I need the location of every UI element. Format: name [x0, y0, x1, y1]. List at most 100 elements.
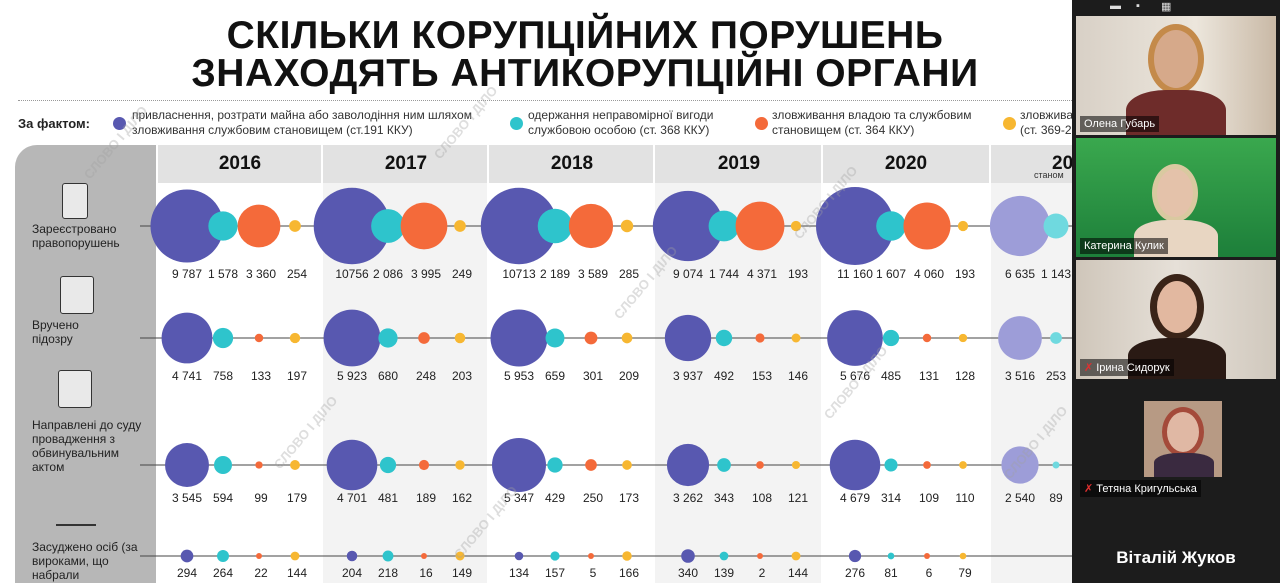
value-label: 3 516 — [1005, 369, 1035, 383]
bubble-2018-s2 — [584, 331, 598, 345]
bubble-2016-s2 — [256, 553, 262, 559]
legend-dot-191 — [113, 117, 126, 130]
value-label: 481 — [378, 491, 398, 505]
value-label: 204 — [342, 566, 362, 580]
bubble-2020-s2 — [923, 461, 931, 469]
bubble-2020-s2 — [924, 553, 930, 559]
bubble-20-s1 — [1050, 332, 1062, 344]
value-label: 294 — [177, 566, 197, 580]
bubble-2017-s0 — [346, 550, 358, 562]
value-label: 253 — [1046, 369, 1066, 383]
bubble-2016-s0 — [150, 189, 224, 263]
value-label: 153 — [752, 369, 772, 383]
bubble-2019-s0 — [652, 190, 724, 262]
year-2021: 20 — [1052, 153, 1072, 174]
bubble-2019-s3 — [790, 220, 802, 232]
value-label: 758 — [213, 369, 233, 383]
bubble-2020-s1 — [876, 211, 906, 241]
value-label: 249 — [452, 267, 472, 281]
value-label: 5 — [590, 566, 597, 580]
bubble-chart: 9 787 1 578 3 360 254 10756 2 086 3 995 249 1071… — [81, 83, 1072, 580]
bubble-2020-s3 — [959, 552, 967, 560]
value-label: 133 — [251, 369, 271, 383]
bubble-2019-s3 — [791, 460, 801, 470]
bubble-2016-s2 — [255, 461, 263, 469]
bubble-2018-s0 — [490, 309, 548, 367]
bubble-20-s0 — [1001, 446, 1039, 484]
value-label: 166 — [619, 566, 639, 580]
bubble-2016-s0 — [165, 443, 209, 487]
value-label: 3 995 — [411, 267, 441, 281]
value-label: 2 189 — [540, 267, 570, 281]
value-label: 2 — [759, 566, 766, 580]
minimize-icon[interactable]: ▬ — [1110, 0, 1121, 12]
value-label: 301 — [583, 369, 603, 383]
participant-name: ✗ Тетяна Кригульська — [1080, 480, 1201, 497]
participant-tile-3[interactable]: ✗ Ірина Сидорук — [1076, 260, 1276, 379]
bubble-20-s1 — [1052, 461, 1060, 469]
value-label: 99 — [254, 491, 268, 505]
slide-title-line1: СКІЛЬКИ КОРУПЦІЙНИХ ПОРУШЕНЬ — [226, 14, 944, 57]
value-label: 5 676 — [840, 369, 870, 383]
participant-tile-4[interactable]: ✗ Тетяна Кригульська — [1076, 381, 1276, 500]
pin-icon[interactable]: ▪ — [1136, 0, 1140, 12]
bubble-2018-s3 — [620, 219, 634, 233]
value-label: 193 — [788, 267, 808, 281]
row-label-suspicion: Вручено підозру — [32, 318, 79, 346]
value-label: 131 — [919, 369, 939, 383]
value-label: 1 578 — [208, 267, 238, 281]
participant-tile-1[interactable]: Олена Губарь — [1076, 16, 1276, 135]
value-label: 203 — [452, 369, 472, 383]
value-label: 3 937 — [673, 369, 703, 383]
legend-dot-369 — [1003, 117, 1016, 130]
bubble-2019-s1 — [708, 210, 740, 242]
bubble-2017-s0 — [323, 309, 381, 367]
value-label: 10756 — [335, 267, 369, 281]
slide-title-line2: ЗНАХОДЯТЬ АНТИКОРУПЦІЙНІ ОРГАНИ — [191, 52, 979, 95]
bubble-2020-s0 — [848, 549, 862, 563]
participant-tile-2[interactable]: Катерина Кулик — [1076, 138, 1276, 257]
value-label: 144 — [788, 566, 808, 580]
case-file-icon — [58, 370, 92, 408]
value-label: 9 074 — [673, 267, 703, 281]
legend-item-364: зловживання владою та службовим становище… — [772, 108, 972, 137]
bubble-2017-s2 — [400, 202, 448, 250]
year-header-2020 — [821, 145, 989, 183]
bubble-20-s1 — [1043, 213, 1069, 239]
value-label: 109 — [919, 491, 939, 505]
bubble-2017-s3 — [454, 332, 466, 344]
grid-view-icon[interactable]: ▦ — [1161, 1, 1172, 13]
bubble-2016-s0 — [161, 312, 213, 364]
value-label: 173 — [619, 491, 639, 505]
value-label: 659 — [545, 369, 565, 383]
value-label: 144 — [287, 566, 307, 580]
bubble-2020-s1 — [884, 458, 898, 472]
value-label: 11 160 — [837, 267, 873, 281]
bubble-2019-s2 — [757, 553, 763, 559]
bubble-2017-s3 — [455, 551, 465, 561]
row-label-indictment: Направлені до суду провадження з обвинув… — [32, 418, 142, 474]
bubble-2020-s2 — [903, 202, 951, 250]
value-label: 248 — [416, 369, 436, 383]
value-label: 189 — [416, 491, 436, 505]
value-label: 254 — [287, 267, 307, 281]
participant-name: Катерина Кулик — [1080, 238, 1168, 254]
bubble-2016-s1 — [212, 327, 234, 349]
value-label: 485 — [881, 369, 901, 383]
year-header-2021 — [989, 145, 1072, 183]
value-label: 110 — [955, 491, 974, 505]
bubble-2017-s3 — [454, 220, 466, 232]
bubble-2020-s3 — [957, 220, 969, 232]
value-label: 340 — [678, 566, 698, 580]
bubble-2018-s2 — [568, 203, 614, 249]
bubble-2016-s1 — [208, 211, 238, 241]
bubble-20-s0 — [998, 316, 1042, 360]
legend-item-368: одержання неправомірної вигоди службовою … — [528, 108, 714, 137]
value-label: 6 — [926, 566, 933, 580]
bubble-2020-s0 — [829, 439, 881, 491]
bubble-2020-s3 — [958, 333, 968, 343]
bubble-2020-s2 — [922, 333, 932, 343]
legend-dot-368 — [510, 117, 523, 130]
bubble-2019-s3 — [791, 333, 801, 343]
bubble-2019-s2 — [755, 333, 765, 343]
